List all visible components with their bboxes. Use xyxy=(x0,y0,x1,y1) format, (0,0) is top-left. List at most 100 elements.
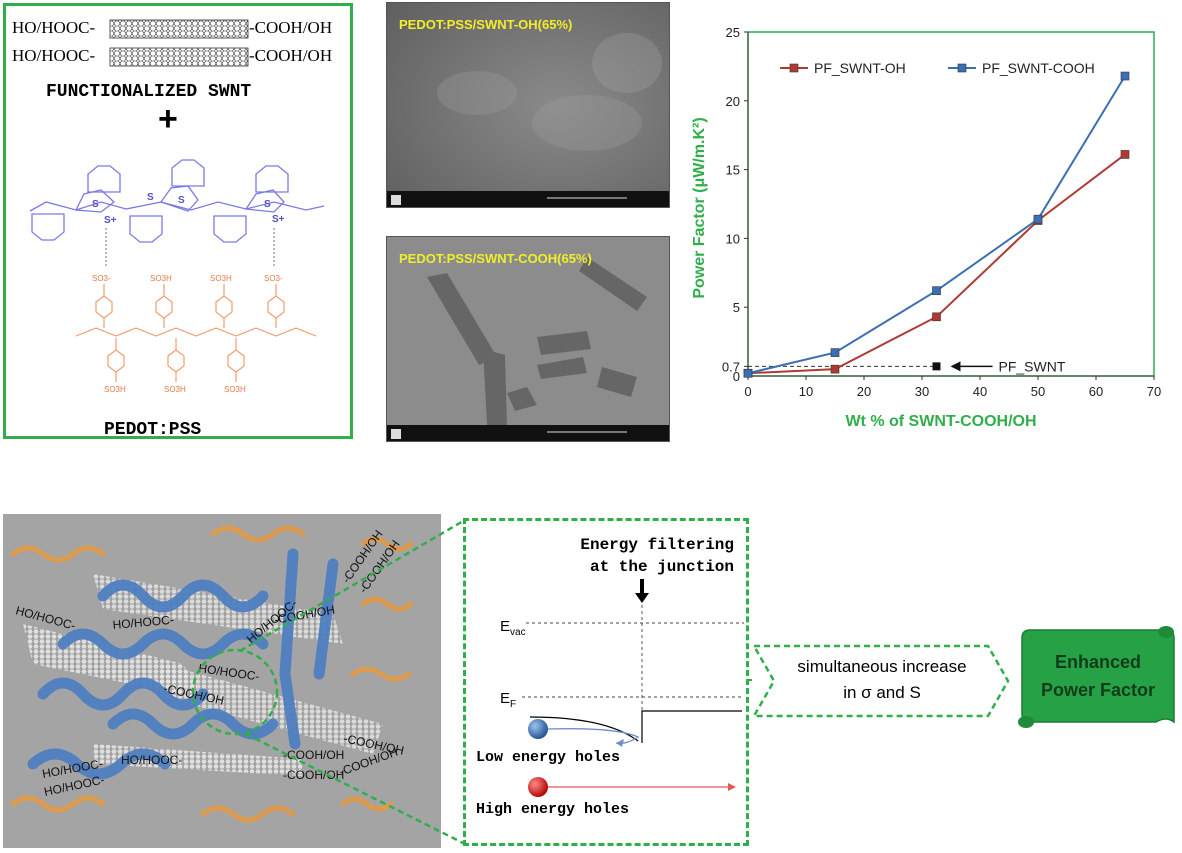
swnt-line2-right: -COOH/OH xyxy=(249,46,332,65)
band-bending-curve xyxy=(529,716,639,742)
x-tick-label-5: 50 xyxy=(1031,384,1045,399)
banner-shape xyxy=(1021,629,1175,724)
junction-arrow-head xyxy=(635,593,649,603)
so3h-5: SO3H xyxy=(224,385,246,394)
sem-texture-oh xyxy=(387,3,669,207)
atom-s-plus-2: S+ xyxy=(272,214,285,225)
series-1-point-3 xyxy=(1033,214,1043,224)
atom-s-plus-1: S+ xyxy=(104,215,117,226)
pss-chain xyxy=(75,284,317,382)
ef-label: EF xyxy=(500,690,516,710)
so3h-2: SO3H xyxy=(210,274,232,283)
x-tick-label-4: 40 xyxy=(973,384,987,399)
chain-label-5: HO/HOOC- xyxy=(121,753,182,767)
so3h-3: SO3H xyxy=(104,385,126,394)
atom-s-4: S xyxy=(264,199,271,210)
end-label-6: -COOH/OH xyxy=(283,768,344,782)
legend-label-0: PF_SWNT-OH xyxy=(814,60,906,76)
y-tick-label-1: 0.7 xyxy=(722,359,740,374)
pedot-chain xyxy=(29,159,325,243)
swnt-line1-right: -COOH/OH xyxy=(249,18,332,37)
enhanced-line1: Enhanced xyxy=(1055,652,1141,672)
sem-image-swnt-oh: PEDOT:PSS/SWNT-OH(65%) xyxy=(386,2,670,208)
sem-label-cooh: PEDOT:PSS/SWNT-COOH(65%) xyxy=(399,251,592,266)
energy-title-line1: Energy filtering xyxy=(580,536,734,554)
connector-upper xyxy=(239,518,466,653)
y-tick-label-4: 15 xyxy=(726,163,740,178)
power-factor-chart: 0 10 20 30 40 50 60 70 0 0.7 5 10 15 20 25 PF_SWNT PF_S… xyxy=(676,8,1176,448)
legend-marker-0 xyxy=(789,63,799,73)
reflected-path xyxy=(547,728,640,745)
energy-title-line2: at the junction xyxy=(590,558,734,576)
evac-label: Evac xyxy=(500,618,526,638)
increase-arrow-shape xyxy=(751,644,1010,718)
atom-s-1: S xyxy=(92,199,99,210)
x-tick-label-3: 30 xyxy=(915,384,929,399)
pss-ribbons xyxy=(10,525,414,823)
nanotube-1 xyxy=(109,19,249,39)
y-tick-label-2: 5 xyxy=(733,300,740,315)
series-0-point-4 xyxy=(1120,150,1130,159)
enhanced-power-factor-banner: Enhanced Power Factor xyxy=(1018,626,1175,728)
nanotube-sheet-2 xyxy=(93,574,343,644)
functionalized-swnt-panel: HO/HOOC- -COOH/OH HO/HOOC- -COOH/OH FUNC… xyxy=(3,3,353,440)
sem-image-swnt-cooh: PEDOT:PSS/SWNT-COOH(65%) xyxy=(386,236,670,442)
series-1-point-2 xyxy=(932,286,941,295)
composite-3d-render: HO/HOOC- HO/HOOC- HO/HOOC- HO/HOOC- HO/H… xyxy=(3,514,441,848)
connector-lower xyxy=(245,732,466,846)
functionalized-swnt-label: FUNCTIONALIZED SWNT xyxy=(46,82,251,102)
y-tick-label-5: 20 xyxy=(726,94,740,109)
x-tick-label-1: 10 xyxy=(799,384,813,399)
so3h-4: SO3H xyxy=(164,385,186,394)
series-1-point-4 xyxy=(1120,71,1130,81)
x-tick-label-6: 60 xyxy=(1089,384,1103,399)
energy-diagram-svg: Energy filtering at the junction Evac EF… xyxy=(476,536,744,818)
increase-line2: in σ and S xyxy=(843,683,921,702)
swnt-line1-left: HO/HOOC- xyxy=(12,18,95,37)
series-1-point-0 xyxy=(743,368,753,378)
energy-filtering-panel: Energy filtering at the junction Evac EF… xyxy=(463,518,749,846)
atom-s-3: S xyxy=(178,195,185,206)
series-0-point-2 xyxy=(932,312,941,322)
y-tick-label-3: 10 xyxy=(726,231,740,246)
pedot-pss-label: PEDOT:PSS xyxy=(104,420,201,436)
y-tick-label-0: 0 xyxy=(733,369,740,384)
series-1-point-1 xyxy=(830,348,840,357)
x-tick-label-0: 0 xyxy=(744,384,751,399)
nanotube-sheet-3 xyxy=(153,664,383,754)
reference-marker xyxy=(932,362,941,371)
atom-s-2: S xyxy=(147,192,154,203)
pedot-pss-structure-figure: HO/HOOC- -COOH/OH HO/HOOC- -COOH/OH FUNC… xyxy=(12,18,332,440)
increase-arrow-box: simultaneous increase in σ and S xyxy=(751,644,1010,718)
banner-roll-bottom xyxy=(1018,716,1034,728)
x-tick-label-2: 20 xyxy=(857,384,871,399)
reference-label: PF_SWNT xyxy=(999,358,1066,374)
high-energy-hole-icon xyxy=(528,777,548,797)
chain-label-2: HO/HOOC- xyxy=(112,613,174,632)
plus-sign: + xyxy=(158,100,178,138)
so3-2: SO3- xyxy=(264,274,283,283)
legend-label-1: PF_SWNT-COOH xyxy=(982,60,1095,76)
composite-render-svg: HO/HOOC- HO/HOOC- HO/HOOC- HO/HOOC- HO/H… xyxy=(3,514,441,848)
nanotube-2 xyxy=(109,47,249,67)
y-axis-label: Power Factor (μW/m.K²) xyxy=(691,117,708,298)
swnt-line2-left: HO/HOOC- xyxy=(12,46,95,65)
low-energy-hole-icon xyxy=(528,719,548,739)
end-label-5: -COOH/OH xyxy=(283,748,344,762)
high-energy-holes-label: High energy holes xyxy=(476,801,629,818)
sem-label-oh: PEDOT:PSS/SWNT-OH(65%) xyxy=(399,17,573,32)
x-tick-label-7: 70 xyxy=(1147,384,1161,399)
sem-texture-cooh xyxy=(387,237,669,441)
enhanced-line2: Power Factor xyxy=(1041,680,1155,700)
reference-arrow-head xyxy=(950,361,961,372)
y-tick-label-6: 25 xyxy=(726,25,740,40)
legend-marker-1 xyxy=(957,63,967,73)
low-energy-holes-label: Low energy holes xyxy=(476,749,620,766)
so3-1: SO3- xyxy=(92,274,111,283)
barrier-step xyxy=(641,710,742,743)
banner-roll-top xyxy=(1158,626,1174,638)
x-axis-label: Wt % of SWNT-COOH/OH xyxy=(845,413,1036,430)
junction-highlight xyxy=(191,648,279,736)
